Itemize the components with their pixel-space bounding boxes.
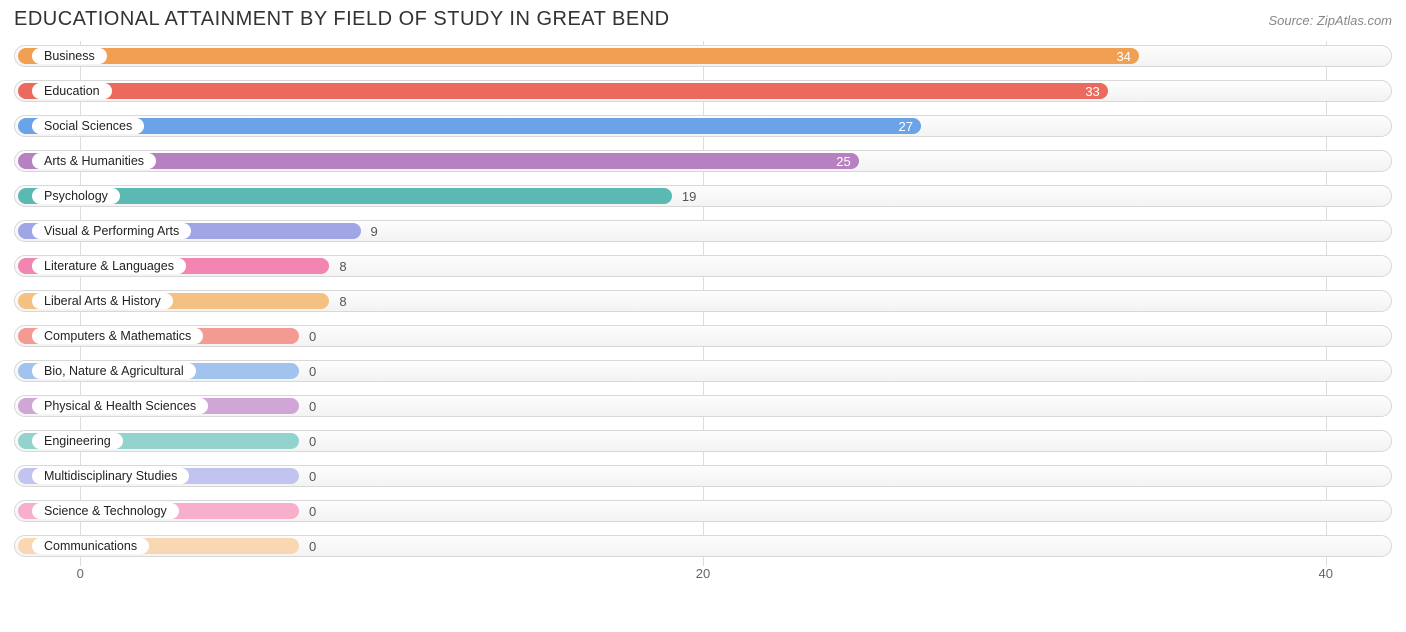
bar-row: Computers & Mathematics 0	[14, 321, 1392, 351]
bar-value-label: 0	[309, 531, 316, 561]
bar-row: Science & Technology 0	[14, 496, 1392, 526]
bar-value-label: 0	[309, 391, 316, 421]
bar-label-chip: Liberal Arts & History	[32, 293, 173, 309]
bar-value-label: 34	[1116, 41, 1130, 71]
bar-label-chip: Computers & Mathematics	[32, 328, 203, 344]
bar-fill	[18, 118, 921, 134]
bar-label-chip: Engineering	[32, 433, 123, 449]
bar-label-chip: Science & Technology	[32, 503, 179, 519]
bar-row: Literature & Languages 8	[14, 251, 1392, 281]
bar-value-label: 0	[309, 496, 316, 526]
bar-row: Liberal Arts & History 8	[14, 286, 1392, 316]
bar-label-chip: Bio, Nature & Agricultural	[32, 363, 196, 379]
bar-fill	[18, 83, 1108, 99]
bar-row: Social Sciences 27	[14, 111, 1392, 141]
x-axis: 0 20 40	[14, 566, 1392, 596]
bar-label-chip: Multidisciplinary Studies	[32, 468, 189, 484]
bar-row: Arts & Humanities 25	[14, 146, 1392, 176]
bar-row: Education 33	[14, 76, 1392, 106]
bar-value-label: 0	[309, 321, 316, 351]
bar-row: Engineering 0	[14, 426, 1392, 456]
bar-value-label: 8	[339, 286, 346, 316]
bar-value-label: 9	[371, 216, 378, 246]
chart-header: EDUCATIONAL ATTAINMENT BY FIELD OF STUDY…	[14, 8, 1392, 31]
bar-value-label: 27	[899, 111, 913, 141]
bar-value-label: 19	[682, 181, 696, 211]
bar-label-chip: Social Sciences	[32, 118, 144, 134]
bar-value-label: 33	[1085, 76, 1099, 106]
bar-value-label: 0	[309, 426, 316, 456]
bar-value-label: 0	[309, 356, 316, 386]
chart-title: EDUCATIONAL ATTAINMENT BY FIELD OF STUDY…	[14, 8, 670, 31]
bar-label-chip: Business	[32, 48, 107, 64]
chart-source: Source: ZipAtlas.com	[1268, 13, 1392, 28]
bar-row: Visual & Performing Arts 9	[14, 216, 1392, 246]
bar-label-chip: Education	[32, 83, 112, 99]
bar-value-label: 25	[836, 146, 850, 176]
x-tick-label: 40	[1318, 566, 1332, 581]
x-tick-label: 20	[696, 566, 710, 581]
bar-row: Physical & Health Sciences 0	[14, 391, 1392, 421]
bar-label-chip: Communications	[32, 538, 149, 554]
bar-label-chip: Visual & Performing Arts	[32, 223, 191, 239]
bar-label-chip: Physical & Health Sciences	[32, 398, 208, 414]
chart-area: Business 34 Education 33 Social Sciences 27 Ar…	[14, 41, 1392, 561]
bar-label-chip: Arts & Humanities	[32, 153, 156, 169]
bar-row: Business 34	[14, 41, 1392, 71]
bar-row: Psychology 19	[14, 181, 1392, 211]
bar-label-chip: Psychology	[32, 188, 120, 204]
bar-label-chip: Literature & Languages	[32, 258, 186, 274]
x-tick-label: 0	[77, 566, 84, 581]
bar-value-label: 0	[309, 461, 316, 491]
bar-row: Bio, Nature & Agricultural 0	[14, 356, 1392, 386]
bar-fill	[18, 48, 1139, 64]
bar-row: Communications 0	[14, 531, 1392, 561]
bar-row: Multidisciplinary Studies 0	[14, 461, 1392, 491]
bar-value-label: 8	[339, 251, 346, 281]
